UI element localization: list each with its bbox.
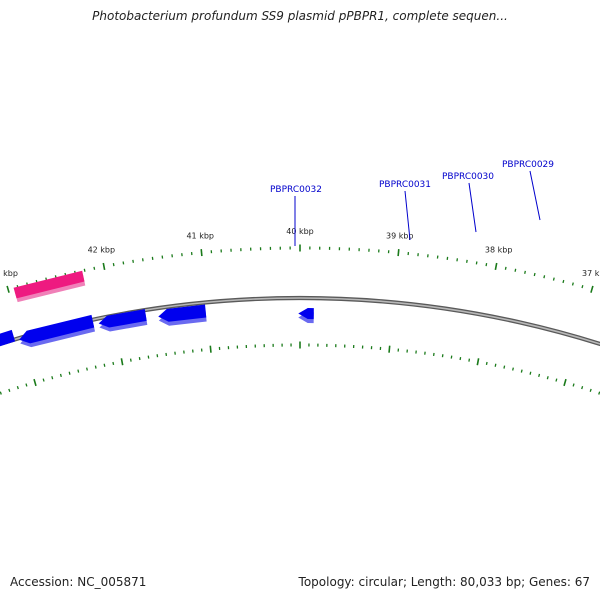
outer-tick-ring bbox=[6, 244, 594, 293]
gene-leader-line bbox=[404, 190, 411, 241]
scale-label: 37 kbp bbox=[582, 269, 600, 278]
outer-major-tick bbox=[590, 285, 594, 293]
outer-minor-tick bbox=[112, 263, 115, 267]
inner-minor-tick bbox=[112, 361, 115, 366]
inner-minor-tick bbox=[468, 358, 471, 362]
inner-minor-tick bbox=[589, 388, 592, 392]
inner-major-tick bbox=[120, 358, 124, 366]
inner-minor-tick bbox=[520, 369, 523, 373]
gene-arrow[interactable] bbox=[98, 309, 147, 328]
scale-labels: 43 kbp 42 kbp 41 kbp 40 kbp 39 kbp 38 kbp 37 k… bbox=[0, 227, 600, 278]
gene-arrow[interactable] bbox=[19, 314, 95, 344]
outer-minor-tick bbox=[562, 279, 565, 284]
outer-major-tick bbox=[102, 262, 106, 271]
inner-minor-tick bbox=[512, 367, 514, 371]
outer-major-tick bbox=[494, 262, 498, 271]
outer-major-tick bbox=[397, 249, 400, 257]
inner-minor-tick bbox=[68, 371, 71, 375]
backbone-arc bbox=[0, 295, 600, 347]
scale-label: 39 kbp bbox=[386, 232, 414, 241]
outer-minor-tick bbox=[581, 285, 584, 289]
inner-minor-tick bbox=[42, 378, 45, 382]
inner-minor-tick bbox=[51, 376, 54, 380]
gene-label[interactable]: PBPRC0031 bbox=[379, 180, 431, 190]
gene-label[interactable]: PBPRC0029 bbox=[502, 160, 554, 170]
inner-minor-tick bbox=[538, 373, 541, 378]
outer-minor-tick bbox=[552, 277, 555, 281]
outer-minor-tick bbox=[83, 268, 86, 272]
inner-minor-tick bbox=[494, 363, 497, 367]
inner-major-tick bbox=[476, 358, 480, 366]
gene-label[interactable]: PBPRC0032 bbox=[270, 185, 322, 195]
outer-minor-tick bbox=[514, 268, 517, 272]
inner-minor-tick bbox=[59, 373, 62, 378]
inner-major-tick bbox=[209, 345, 212, 353]
gene-track bbox=[0, 270, 314, 352]
inner-minor-tick bbox=[16, 386, 19, 390]
scale-label: 40 kbp bbox=[286, 227, 314, 236]
gene-arrow[interactable] bbox=[298, 308, 314, 320]
backbone-highlight bbox=[0, 297, 600, 345]
outer-minor-tick bbox=[93, 266, 96, 270]
outer-minor-tick bbox=[122, 261, 125, 265]
outer-minor-tick bbox=[571, 282, 574, 286]
outer-major-tick bbox=[6, 285, 10, 293]
scale-label: 38 kbp bbox=[485, 246, 513, 255]
outer-minor-tick bbox=[524, 270, 526, 274]
gene-arrow[interactable] bbox=[0, 329, 16, 352]
outer-minor-tick bbox=[475, 261, 478, 265]
inner-minor-tick bbox=[25, 383, 28, 387]
accession-text: Accession: NC_005871 bbox=[10, 575, 147, 589]
outer-major-tick bbox=[200, 249, 203, 257]
gene-leader-line bbox=[468, 182, 477, 233]
gene-label[interactable]: PBPRC0030 bbox=[442, 172, 494, 182]
map-title: Photobacterium profundum SS9 plasmid pPB… bbox=[92, 9, 508, 23]
outer-minor-tick bbox=[485, 263, 488, 267]
inner-minor-tick bbox=[572, 383, 575, 387]
inner-minor-tick bbox=[103, 363, 106, 367]
inner-minor-tick bbox=[8, 388, 11, 392]
inner-minor-tick bbox=[94, 365, 97, 369]
gene-leader-line bbox=[529, 170, 541, 221]
inner-major-tick bbox=[563, 378, 567, 387]
outer-minor-tick bbox=[543, 275, 546, 279]
inner-minor-tick bbox=[0, 391, 2, 395]
gene-label-layer: PBPRC0032 PBPRC0031 PBPRC0030 PBPRC0029 bbox=[270, 160, 554, 246]
inner-major-tick bbox=[33, 378, 37, 387]
summary-text: Topology: circular; Length: 80,033 bp; G… bbox=[298, 575, 590, 589]
inner-minor-tick bbox=[459, 356, 462, 361]
inner-minor-tick bbox=[485, 361, 488, 366]
inner-minor-tick bbox=[529, 371, 532, 375]
inner-minor-tick bbox=[129, 358, 132, 362]
outer-minor-tick bbox=[504, 266, 507, 270]
inner-tick-ring bbox=[0, 341, 600, 395]
inner-minor-tick bbox=[86, 367, 88, 371]
inner-minor-tick bbox=[503, 365, 506, 369]
inner-minor-tick bbox=[581, 386, 584, 390]
gene-arrow[interactable] bbox=[158, 304, 207, 322]
outer-minor-tick bbox=[533, 272, 536, 277]
highlighted-gene-bar[interactable] bbox=[13, 270, 85, 299]
scale-label: 41 kbp bbox=[186, 232, 214, 241]
inner-major-tick bbox=[388, 345, 391, 353]
inner-minor-tick bbox=[77, 369, 80, 373]
inner-minor-tick bbox=[555, 378, 558, 382]
inner-minor-tick bbox=[546, 376, 549, 380]
inner-minor-tick bbox=[138, 356, 141, 361]
scale-label: 43 kbp bbox=[0, 269, 18, 278]
scale-label: 42 kbp bbox=[88, 246, 116, 255]
